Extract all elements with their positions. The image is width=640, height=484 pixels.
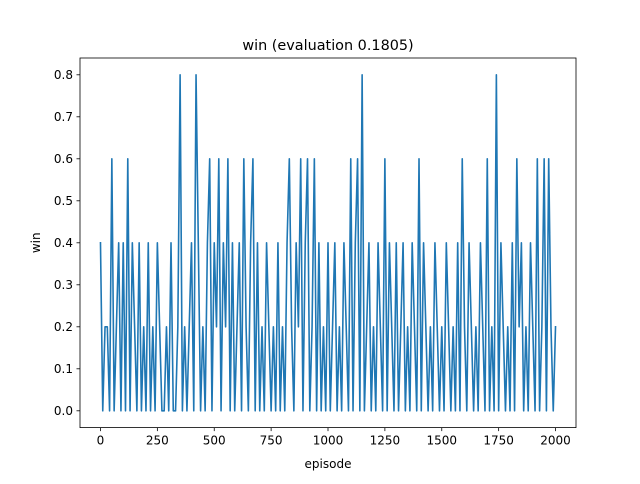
x-tick-label: 500 (203, 434, 226, 448)
y-tick-label: 0.5 (54, 194, 73, 208)
x-axis-label: episode (305, 457, 352, 471)
x-tick-label: 1500 (426, 434, 457, 448)
y-tick-label: 0.1 (54, 362, 73, 376)
y-tick-label: 0.6 (54, 152, 73, 166)
y-axis-ticks: 0.0 0.1 0.2 0.3 0.4 0.5 0.6 0.7 0.8 (54, 68, 80, 418)
y-tick-label: 0.4 (54, 236, 73, 250)
y-tick-label: 0.2 (54, 320, 73, 334)
x-tick-label: 1750 (483, 434, 514, 448)
plot-frame (79, 57, 577, 429)
y-tick-label: 0.8 (54, 68, 73, 82)
x-tick-label: 250 (146, 434, 169, 448)
x-axis-ticks: 0 250 500 750 1000 1250 1500 1750 2000 (97, 427, 571, 448)
x-tick-label: 1000 (313, 434, 344, 448)
y-tick-label: 0.3 (54, 278, 73, 292)
x-tick-label: 750 (260, 434, 283, 448)
x-tick-label: 1250 (370, 434, 401, 448)
chart-title: win (evaluation 0.1805) (242, 38, 413, 54)
series-line (99, 74, 557, 412)
x-tick-label: 0 (97, 434, 105, 448)
y-tick-label: 0.7 (54, 110, 73, 124)
x-tick-label: 2000 (540, 434, 571, 448)
y-tick-label: 0.0 (54, 404, 73, 418)
y-axis-label: win (29, 232, 43, 253)
series-layer (99, 74, 557, 412)
